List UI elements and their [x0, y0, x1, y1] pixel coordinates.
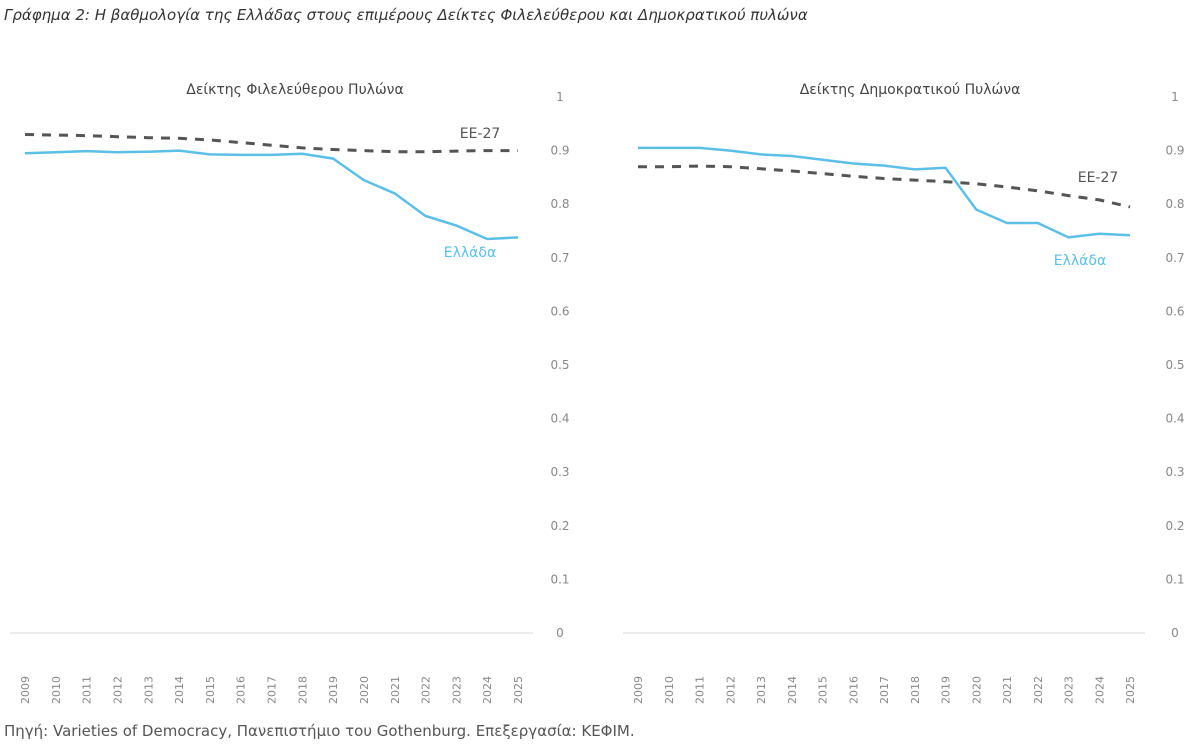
panel-title: Δείκτης Φιλελεύθερου Πυλώνα	[186, 82, 404, 98]
x-tick-label: 2016	[847, 676, 860, 704]
y-tick-label: 0.6	[1165, 304, 1184, 318]
x-tick-label: 2022	[1032, 676, 1045, 704]
y-tick-label: 0	[556, 626, 564, 640]
y-tick-label: 1	[1171, 90, 1179, 104]
y-tick-label: 0.7	[1165, 251, 1184, 265]
x-tick-label: 2012	[111, 676, 124, 704]
x-tick-label: 2020	[970, 676, 983, 704]
label-greece: Ελλάδα	[444, 245, 496, 261]
x-tick-label: 2014	[173, 676, 186, 704]
y-tick-label: 0.9	[1165, 144, 1184, 158]
y-tick-label: 0.4	[1165, 412, 1184, 426]
y-tick-label: 0.1	[550, 572, 569, 586]
x-tick-label: 2019	[327, 676, 340, 704]
x-tick-label: 2019	[940, 676, 953, 704]
y-tick-label: 0.9	[550, 144, 569, 158]
x-tick-label: 2010	[50, 676, 63, 704]
y-tick-label: 0.5	[1165, 358, 1184, 372]
source-note: Πηγή: Varieties of Democracy, Πανεπιστήμ…	[4, 722, 635, 740]
label-eu27: ΕΕ-27	[460, 126, 501, 142]
x-tick-label: 2022	[420, 676, 433, 704]
x-tick-label: 2015	[817, 676, 830, 704]
x-tick-label: 2024	[1093, 676, 1106, 704]
series-line-eu27	[24, 133, 518, 154]
y-tick-label: 0.4	[550, 412, 569, 426]
x-tick-label: 2013	[142, 676, 155, 704]
y-tick-label: 0.8	[550, 197, 569, 211]
y-tick-label: 0.2	[550, 519, 569, 533]
x-tick-label: 2021	[389, 676, 402, 704]
y-tick-label: 0.8	[1165, 197, 1184, 211]
x-tick-label: 2011	[694, 676, 707, 704]
series-line-eu27	[638, 164, 1131, 209]
x-tick-label: 2009	[632, 676, 645, 704]
x-tick-label: 2010	[663, 676, 676, 704]
x-tick-label: 2009	[19, 676, 32, 704]
series-line-greece	[24, 149, 519, 241]
y-tick-label: 0	[1171, 626, 1179, 640]
x-tick-label: 2023	[1063, 676, 1076, 704]
x-tick-label: 2015	[204, 676, 217, 704]
y-tick-label: 0.3	[1165, 465, 1184, 479]
x-tick-label: 2020	[358, 676, 371, 704]
x-tick-label: 2025	[1124, 676, 1137, 704]
panel-title: Δείκτης Δημοκρατικού Πυλώνα	[800, 82, 1021, 98]
x-tick-label: 2017	[266, 676, 279, 704]
x-tick-label: 2024	[481, 676, 494, 704]
x-tick-label: 2018	[296, 676, 309, 704]
y-tick-label: 1	[556, 90, 564, 104]
y-tick-label: 0.6	[550, 304, 569, 318]
x-tick-label: 2013	[755, 676, 768, 704]
y-tick-label: 0.5	[550, 358, 569, 372]
x-tick-label: 2021	[1001, 676, 1014, 704]
y-tick-label: 0.3	[550, 465, 569, 479]
x-tick-label: 2011	[81, 676, 94, 704]
series-line-greece	[638, 146, 1131, 239]
y-tick-label: 0.2	[1165, 519, 1184, 533]
x-tick-label: 2014	[786, 676, 799, 704]
y-tick-label: 0.7	[550, 251, 569, 265]
x-tick-label: 2016	[235, 676, 248, 704]
x-tick-label: 2012	[724, 676, 737, 704]
x-tick-label: 2023	[450, 676, 463, 704]
x-tick-label: 2025	[512, 676, 525, 704]
label-eu27: ΕΕ-27	[1078, 170, 1119, 186]
y-tick-label: 0.1	[1165, 572, 1184, 586]
x-tick-label: 2018	[909, 676, 922, 704]
x-tick-label: 2017	[878, 676, 891, 704]
label-greece: Ελλάδα	[1054, 253, 1106, 269]
figure-title: Γράφημα 2: Η βαθμολογία της Ελλάδας στου…	[4, 6, 808, 24]
